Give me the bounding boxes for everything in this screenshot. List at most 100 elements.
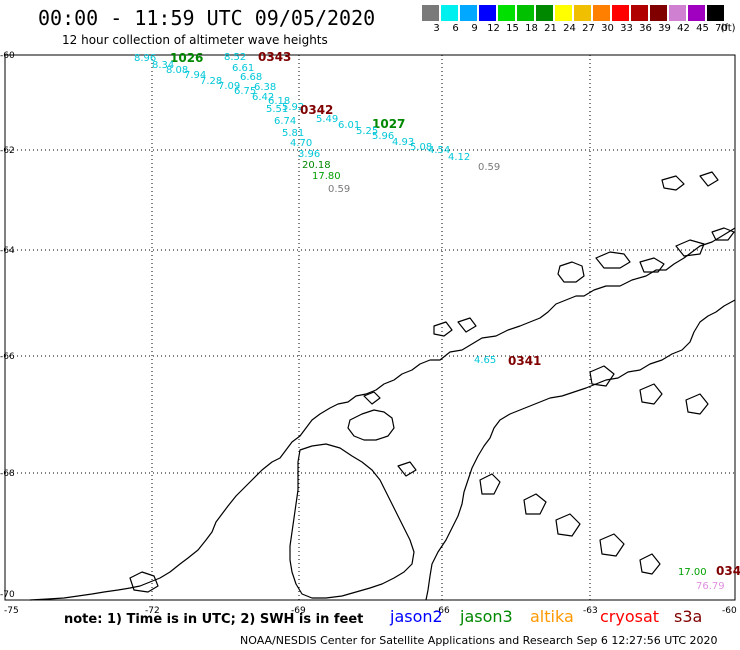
scale-swatch-42 [669,5,686,21]
lon-label-75: -75 [4,606,19,616]
wave-height-label: 6.38 [254,82,276,93]
wave-height-label: 4.65 [474,355,496,366]
lat-label-66: -66 [0,352,15,362]
wave-height-label: 7.09 [218,81,240,92]
wave-height-label: 5.08 [410,142,432,153]
scale-swatch-15 [498,5,515,21]
scale-unit: (ft) [720,23,736,34]
scale-swatch-39 [650,5,667,21]
wave-height-label: 17.80 [312,171,341,182]
lon-label-72: -72 [145,606,160,616]
wave-height-label: 3.96 [298,149,320,160]
wave-height-label: 8.34 [152,60,174,71]
coastline-island-6 [661,175,685,191]
scale-swatch-21 [536,5,553,21]
lat-label-60: -60 [0,51,15,61]
lon-label-66: -66 [435,606,450,616]
scale-swatch-33 [612,5,629,21]
coastline [29,171,736,601]
scale-label-18: 18 [525,23,538,34]
scale-label-39: 39 [658,23,671,34]
wave-height-label: 5.25 [356,126,378,137]
wave-height-label: 4.93 [392,137,414,148]
graticule [5,55,735,600]
lon-label-69: -69 [291,606,306,616]
scale-label-3: 3 [433,23,440,34]
wave-height-label: 6.68 [240,72,262,83]
scale-swatch-18 [517,5,534,21]
pass-time-label: 0341 [508,354,541,368]
coastline-island-7 [699,171,719,187]
scale-label-27: 27 [582,23,595,34]
scale-swatch-36 [631,5,648,21]
coastline-alexander-island [289,443,415,599]
map-frame [4,54,736,601]
scale-label-33: 33 [620,23,633,34]
wave-height-label: 0.59 [478,162,500,173]
coastline-inlet-7 [639,383,663,405]
scale-swatch-27 [574,5,591,21]
scale-swatch-45 [688,5,705,21]
wave-height-label: 4.12 [448,152,470,163]
wave-height-label: 4.70 [290,138,312,149]
coastline-adelaide-island [347,409,395,441]
lon-label-60: -60 [722,606,737,616]
pass-time-label: 1027 [372,117,405,131]
wave-height-label: 5.92 [282,102,304,113]
wave-height-label: 5.51 [266,104,288,115]
wave-height-label: 5.96 [372,131,394,142]
credit-line: NOAA/NESDIS Center for Satellite Applica… [240,634,718,647]
wave-height-label: 20.18 [302,160,331,171]
coastline-inlet-8 [685,393,709,415]
wave-height-label: 5.49 [316,114,338,125]
coastline-inlet-1 [479,473,501,495]
wave-height-label: 6.42 [252,92,274,103]
coastline-island-8 [433,321,453,337]
scale-swatch-3 [422,5,439,21]
coastline-island-2 [595,251,631,269]
coastline-island-11 [397,461,417,477]
scale-label-9: 9 [471,23,478,34]
scale-label-42: 42 [677,23,690,34]
map-subtitle: 12 hour collection of altimeter wave hei… [62,33,328,47]
scale-label-24: 24 [563,23,576,34]
wave-height-label: 4.54 [428,145,450,156]
coastline-island-3 [639,257,665,273]
legend-altika: altika [530,607,574,626]
scale-label-15: 15 [506,23,519,34]
wave-height-label: 6.74 [274,116,296,127]
legend-cryosat: cryosat [600,607,660,626]
footer-note: note: 1) Time is in UTC; 2) SWH is in fe… [64,612,364,627]
wave-height-label: 6.75 [234,86,256,97]
scale-label-70: 70 [715,23,728,34]
pass-time-label: 1026 [170,51,203,65]
scale-label-30: 30 [601,23,614,34]
lat-label-70: -70 [0,590,15,600]
pass-time-label: 0342 [300,103,333,117]
scale-label-21: 21 [544,23,557,34]
coastline-inlet-6 [589,365,615,387]
coastline-island-5 [711,227,735,241]
scale-swatch-12 [479,5,496,21]
wave-height-label: 8.52 [224,52,246,63]
lon-label-63: -63 [583,606,598,616]
latitude-labels: -60 -62 -64 -66 -68 -70 [0,51,15,600]
legend-jason3: jason3 [460,607,513,626]
wave-height-label: 6.01 [338,120,360,131]
scale-swatch-70 [707,5,724,21]
wave-height-label: 17.00 [678,567,707,578]
scale-swatch-30 [593,5,610,21]
legend-s3a: s3a [674,607,703,626]
coastline-inlet-5 [639,553,661,575]
coastline-island-1 [557,261,585,283]
scale-label-45: 45 [696,23,709,34]
scale-label-6: 6 [452,23,459,34]
wave-height-label: 6.61 [232,63,254,74]
wave-height-label: 0.59 [328,184,350,195]
wave-height-observations: 8.96 1026 8.52 0343 8.34 6.61 8.087.94 6.68 7.28… [134,50,740,592]
longitude-labels: -75 -72 -69 -66 -63 -60 [4,606,737,616]
coastline-inlet-3 [555,513,581,537]
wave-height-label: 5.81 [282,128,304,139]
pass-time-label: 0343 [258,50,291,64]
